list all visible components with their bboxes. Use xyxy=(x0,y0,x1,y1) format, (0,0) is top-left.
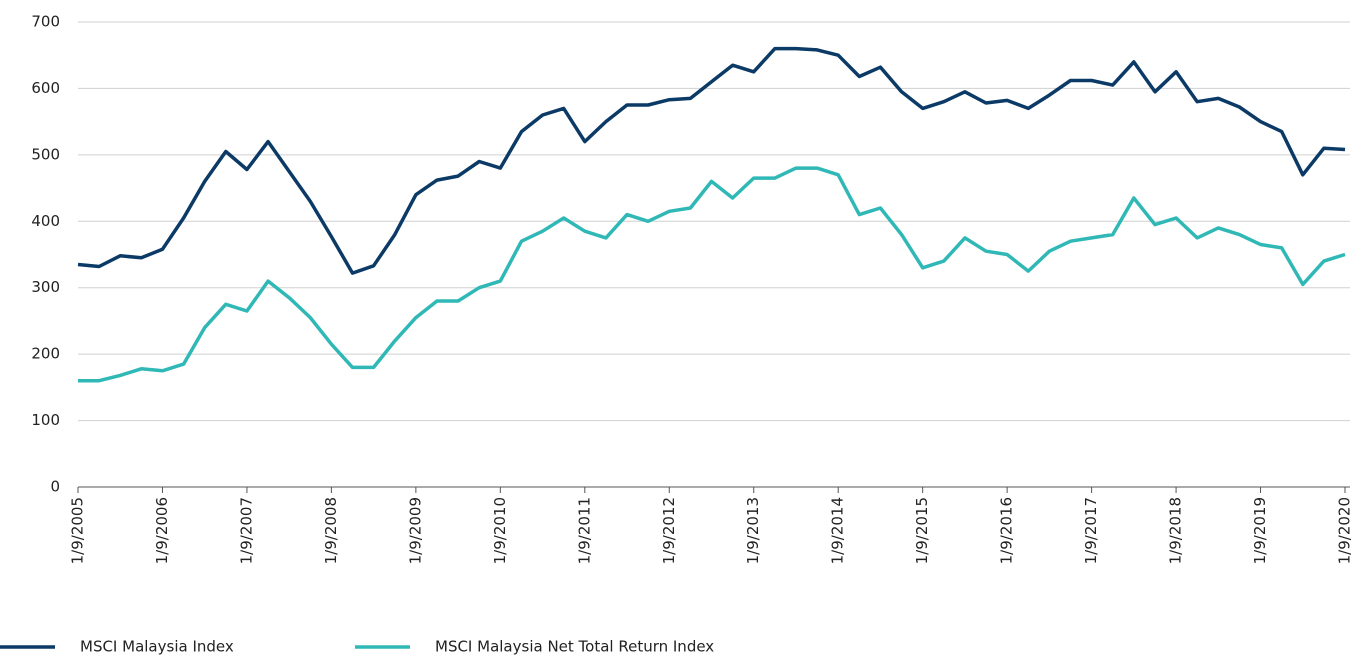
y-tick-label: 400 xyxy=(31,212,60,230)
x-tick-label: 1/9/2007 xyxy=(237,497,255,564)
x-tick-label: 1/9/2016 xyxy=(998,497,1016,564)
x-tick-label: 1/9/2008 xyxy=(322,497,340,564)
x-tick-label: 1/9/2005 xyxy=(69,497,87,564)
x-tick-label: 1/9/2011 xyxy=(575,497,593,564)
legend-label: MSCI Malaysia Net Total Return Index xyxy=(435,638,714,656)
y-tick-label: 100 xyxy=(31,411,60,429)
x-tick-label: 1/9/2009 xyxy=(406,497,424,564)
y-tick-label: 300 xyxy=(31,278,60,296)
series-line xyxy=(77,46,1346,275)
x-tick-label: 1/9/2015 xyxy=(913,497,931,564)
x-tick-label: 1/9/2013 xyxy=(744,497,762,564)
legend-label: MSCI Malaysia Index xyxy=(80,638,234,656)
x-tick-label: 1/9/2018 xyxy=(1167,497,1185,564)
x-tick-label: 1/9/2006 xyxy=(153,497,171,564)
y-tick-label: 200 xyxy=(31,345,60,363)
y-tick-label: 600 xyxy=(31,79,60,97)
x-tick-label: 1/9/2014 xyxy=(829,497,847,564)
x-tick-label: 1/9/2019 xyxy=(1251,497,1269,564)
series-line xyxy=(78,166,1346,383)
x-tick-label: 1/9/2017 xyxy=(1082,497,1100,564)
x-tick-label: 1/9/2012 xyxy=(660,497,678,564)
y-tick-label: 0 xyxy=(50,478,60,496)
x-tick-label: 1/9/2020 xyxy=(1336,497,1354,564)
y-tick-label: 700 xyxy=(31,13,60,31)
x-tick-label: 1/9/2010 xyxy=(491,497,509,564)
y-tick-label: 500 xyxy=(31,145,60,163)
